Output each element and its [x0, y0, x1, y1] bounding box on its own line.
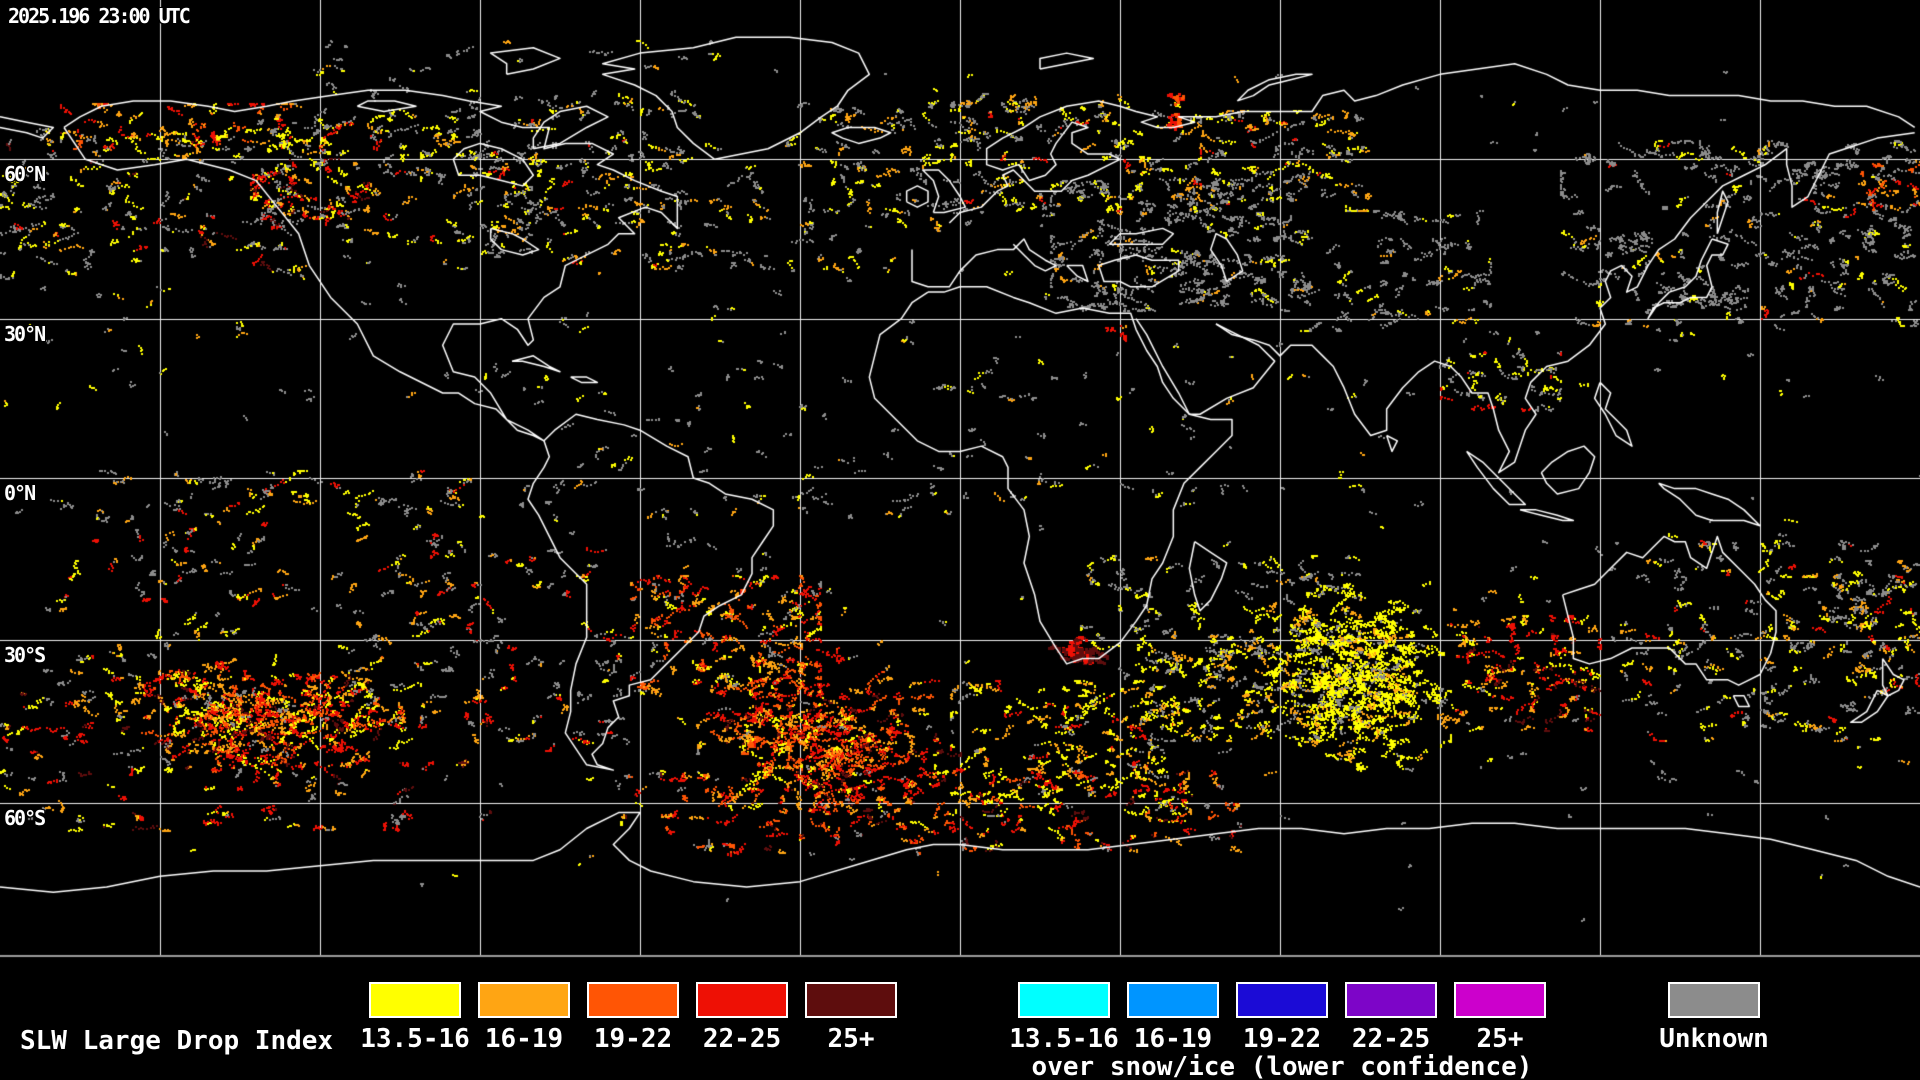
legend-snow-ice-caption: over snow/ice (lower confidence) — [1031, 1052, 1533, 1080]
legend-standard-swatch-4 — [805, 982, 897, 1018]
legend-snow-ice-swatch-0 — [1018, 982, 1110, 1018]
latitude-label-4: 60°S — [4, 806, 46, 830]
world-map-canvas — [0, 0, 1920, 958]
legend-group-standard: 13.5-16 16-19 19-22 22-25 25+ — [360, 982, 897, 1052]
legend-snow-ice-item-1: 16-19 — [1127, 982, 1219, 1052]
legend-standard-item-0: 13.5-16 — [360, 982, 470, 1052]
legend-standard-item-2: 19-22 — [587, 982, 679, 1052]
legend-snow-ice-label-3: 22-25 — [1351, 1024, 1431, 1054]
legend-standard-swatch-3 — [696, 982, 788, 1018]
legend-standard-item-4: 25+ — [805, 982, 897, 1052]
legend-title: SLW Large Drop Index — [20, 1026, 334, 1056]
legend-snow-ice-item-4: 25+ — [1454, 982, 1546, 1052]
latitude-label-2: 0°N — [4, 481, 36, 505]
latitude-label-0: 60°N — [4, 162, 46, 186]
legend-group-snow-ice: 13.5-16 16-19 19-22 22-25 25+ — [1009, 982, 1546, 1052]
legend-snow-ice-swatch-1 — [1127, 982, 1219, 1018]
legend-label-unknown: Unknown — [1659, 1024, 1769, 1054]
legend-snow-ice-item-2: 19-22 — [1236, 982, 1328, 1052]
legend-snow-ice-swatch-4 — [1454, 982, 1546, 1018]
legend-snow-ice-swatch-2 — [1236, 982, 1328, 1018]
legend-snow-ice-swatch-3 — [1345, 982, 1437, 1018]
legend-swatch-unknown — [1668, 982, 1760, 1018]
legend-snow-ice-item-0: 13.5-16 — [1009, 982, 1119, 1052]
legend-item-unknown: Unknown — [1659, 982, 1769, 1052]
legend-standard-label-3: 22-25 — [702, 1024, 782, 1054]
legend-snow-ice-item-3: 22-25 — [1345, 982, 1437, 1052]
legend-standard-item-3: 22-25 — [696, 982, 788, 1052]
timestamp-label: 2025.196 23:00 UTC — [8, 4, 191, 28]
latitude-label-3: 30°S — [4, 643, 46, 667]
legend-snow-ice-label-4: 25+ — [1476, 1024, 1524, 1054]
legend-standard-swatch-2 — [587, 982, 679, 1018]
legend-snow-ice-label-0: 13.5-16 — [1009, 1024, 1119, 1054]
legend-standard-label-4: 25+ — [827, 1024, 875, 1054]
legend-snow-ice-label-1: 16-19 — [1133, 1024, 1213, 1054]
legend-standard-swatch-0 — [369, 982, 461, 1018]
legend-snow-ice-label-2: 19-22 — [1242, 1024, 1322, 1054]
latitude-label-1: 30°N — [4, 322, 46, 346]
legend-standard-swatch-1 — [478, 982, 570, 1018]
legend-standard-label-1: 16-19 — [484, 1024, 564, 1054]
legend-standard-label-2: 19-22 — [593, 1024, 673, 1054]
legend-standard-item-1: 16-19 — [478, 982, 570, 1052]
legend-standard-label-0: 13.5-16 — [360, 1024, 470, 1054]
